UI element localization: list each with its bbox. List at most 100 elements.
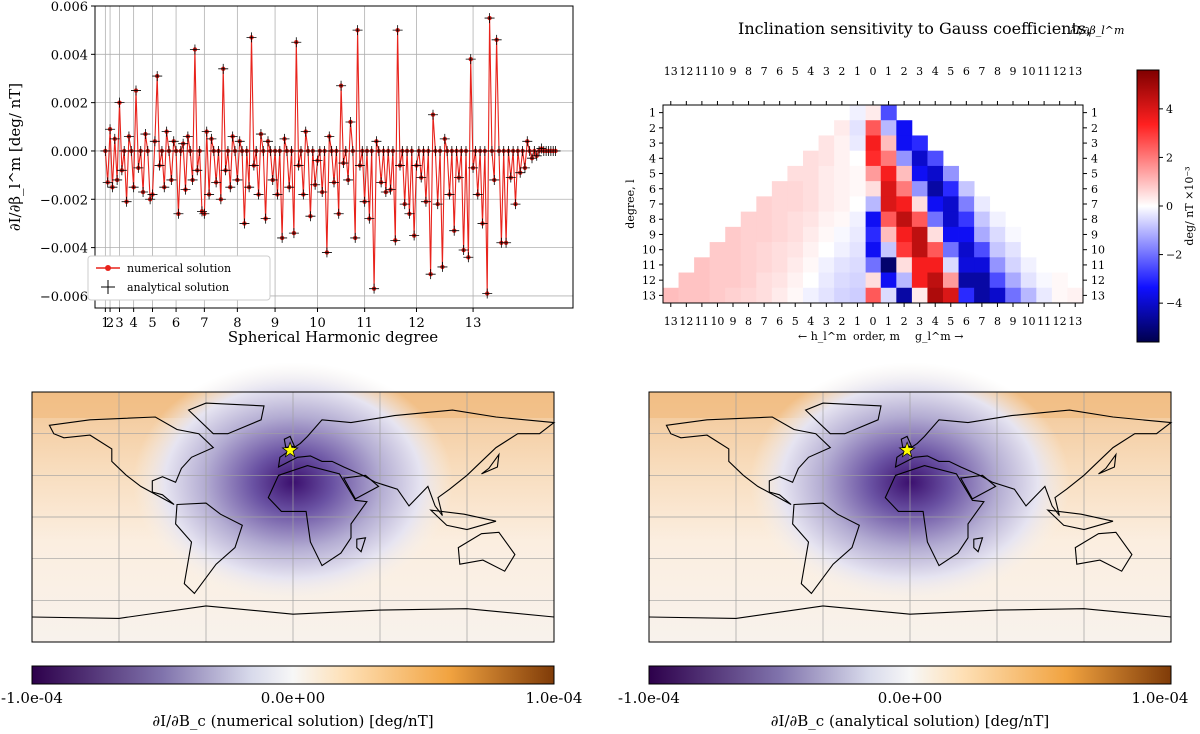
heatmap-cell-g (989, 242, 1006, 258)
legend-analytical-label: analytical solution (127, 281, 229, 294)
heat-ytick-right-label: 1 (1091, 107, 1098, 120)
heatmap-cell-h (849, 120, 866, 136)
analytical-point (128, 182, 139, 193)
heat-xtick-top-label: 13 (1068, 65, 1082, 78)
heat-xtick-top-label: 1 (885, 65, 892, 78)
heatmap-panel: Inclination sensitivity to Gauss coeffic… (624, 19, 1196, 343)
heat-xtick-bottom-label: 12 (679, 315, 693, 328)
heatmap-cell-g (1005, 272, 1022, 289)
heatmap-cell-h (803, 196, 819, 213)
heatmap-cell-h (694, 272, 711, 289)
heat-xtick-bottom-label: 11 (695, 315, 709, 328)
line-ytick-label: 0.006 (51, 0, 88, 15)
heat-xtick-top-label: 9 (730, 65, 737, 78)
line-chart-panel: 0.006 0.004 0.002 0.000 −0.002 −0.004 −0.006 1… (6, 0, 574, 346)
heat-xtick-top-label: 12 (679, 65, 693, 78)
heat-xtick-bottom-label: 2 (901, 315, 908, 328)
analytical-point (425, 269, 436, 280)
line-x-ticks: 12 3 4 5 6 7 8 9 10 11 12 13 (101, 308, 481, 331)
analytical-point (439, 133, 450, 144)
analytical-point (168, 136, 179, 147)
heatmap-cell-g (865, 257, 882, 273)
heat-xtick-top-label: 5 (792, 65, 799, 78)
heat-xtick-bottom-label: 6 (776, 315, 783, 328)
analytical-point (147, 189, 158, 200)
heatmap-cell-g (1020, 257, 1037, 273)
coastline-japan (1098, 452, 1117, 475)
heatmap-cell-g (880, 257, 897, 273)
heatmap-cell-g (880, 135, 897, 152)
heatmap-cell-g (927, 272, 944, 289)
heatmap-cell-h (709, 257, 726, 273)
analytical-point (505, 172, 516, 183)
analytical-point (154, 160, 165, 171)
heatmap-cell-g (865, 196, 882, 213)
analytical-point (324, 131, 335, 142)
analytical-point (354, 160, 365, 171)
heatmap-cell-h (740, 242, 757, 258)
heatmap-cell-g (1005, 226, 1022, 243)
heatmap-cell-g (865, 135, 882, 152)
heatmap-cell-h (803, 211, 819, 228)
heatmap-cell-h (818, 196, 835, 213)
heatmap-cell-g (865, 226, 882, 243)
heat-xtick-top-label: 12 (1053, 65, 1067, 78)
colorbar-numerical-label: ∂I/∂B_c (numerical solution) [deg/nT] (152, 712, 433, 730)
heatmap-cell-h (803, 226, 819, 243)
heat-ytick-left-label: 8 (649, 213, 656, 226)
heatmap-cell-h (771, 272, 788, 289)
heatmap-cell-g (865, 165, 882, 182)
heat-xtick-top-label: 6 (776, 65, 783, 78)
analytical-point (527, 153, 537, 164)
map-frame (31, 391, 555, 643)
site-star-icon (898, 441, 916, 458)
analytical-point (246, 32, 257, 43)
heatmap-cell-h (740, 226, 757, 243)
analytical-point (227, 131, 238, 142)
heat-ytick-left-label: 12 (642, 274, 656, 287)
heatmap-cell-h (834, 226, 851, 243)
line-xtick-label: 13 (465, 316, 482, 331)
heatmap-xlabel-right: g_l^m → (915, 330, 963, 343)
heatmap-cell-h (803, 272, 819, 289)
coastline-eurasia (894, 409, 1173, 516)
heat-ytick-left-label: 7 (649, 198, 656, 211)
analytical-point (199, 208, 210, 219)
coastline-africa (267, 465, 368, 567)
heatmap-cell-h (849, 105, 866, 121)
heat-cbar-tick-label: 0 (1166, 200, 1173, 213)
analytical-point (107, 182, 118, 193)
analytical-point (395, 160, 405, 171)
coastline-africa (884, 465, 985, 567)
heatmap-cell-g (911, 211, 928, 228)
heatmap-cell-g (927, 257, 944, 273)
heatmap-cell-g (896, 226, 913, 243)
analytical-point (333, 208, 344, 219)
legend-box (87, 255, 271, 301)
heatmap-cell-h (849, 196, 866, 213)
analytical-point (321, 247, 332, 258)
line-plot-frame (94, 5, 574, 309)
analytical-point (385, 184, 396, 195)
heatmap-cell-h (771, 287, 788, 304)
analytical-point (166, 174, 177, 185)
heatmap-cell-h (834, 257, 851, 273)
colorbar-numerical-tick-mid: 0.0e+00 (261, 689, 325, 707)
heat-xtick-bottom-label: 3 (823, 315, 830, 328)
line-xtick-label: 1 (101, 316, 109, 331)
heatmap-cell-h (849, 181, 866, 197)
analytical-point (279, 133, 290, 144)
heat-xtick-top-label: 10 (710, 65, 724, 78)
analytical-point (109, 133, 120, 144)
heatmap-cell-g (943, 226, 959, 243)
heat-xtick-bottom-label: 5 (792, 315, 799, 328)
heatmap-cell-g (974, 196, 991, 213)
heat-xtick-bottom-label: 8 (745, 315, 752, 328)
analytical-point (392, 25, 403, 36)
heatmap-cell-h (771, 181, 788, 197)
heat-ytick-right-label: 5 (1091, 168, 1098, 181)
heatmap-cell-g (958, 242, 975, 258)
line-ytick-label: −0.006 (40, 290, 88, 305)
heatmap-cell-h (818, 226, 835, 243)
heatmap-cell-g (865, 181, 882, 197)
